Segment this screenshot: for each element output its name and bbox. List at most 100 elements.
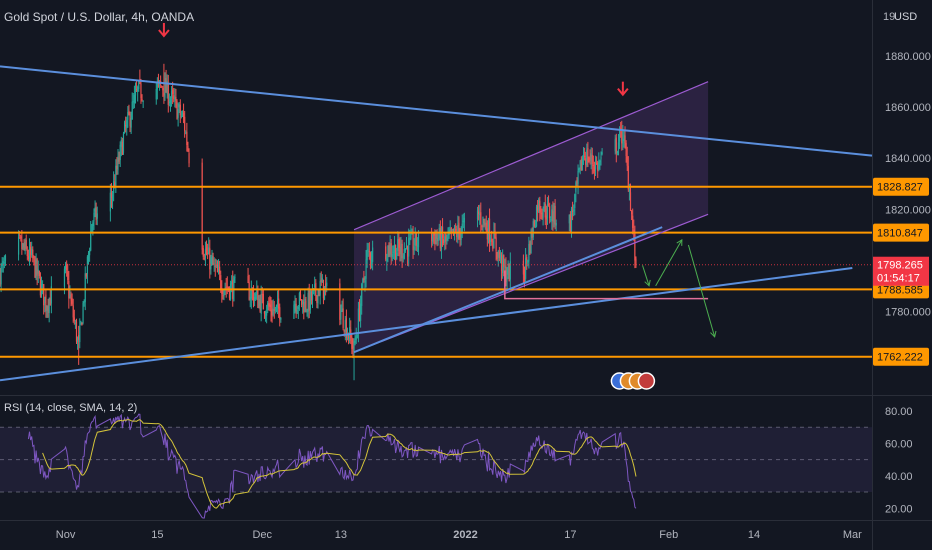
candle-body <box>130 118 132 128</box>
candle-body <box>231 281 233 285</box>
candle-body <box>433 233 435 236</box>
rsi-tick-label: 80.00 <box>885 406 913 418</box>
candle-body <box>50 286 52 304</box>
drawings-layer <box>0 22 873 390</box>
candle-body <box>264 314 267 316</box>
currency-label[interactable]: USD <box>894 11 917 23</box>
level-tag <box>873 347 929 366</box>
candle-body <box>630 211 633 215</box>
candle-body <box>262 293 264 310</box>
candle-body <box>570 209 573 231</box>
candle-body <box>74 322 76 324</box>
candle-body <box>127 112 129 120</box>
time-axis: Nov 15 Dec 13 2022 17 Feb 14 Mar <box>56 529 862 541</box>
candle-body <box>394 244 397 261</box>
candle-body <box>537 205 539 213</box>
candle-body <box>308 290 310 311</box>
candle-body <box>553 204 555 223</box>
candle-body <box>303 301 305 313</box>
candle-body <box>311 291 314 300</box>
candle-body <box>267 302 269 311</box>
candle-body <box>413 246 415 250</box>
candle-body <box>525 257 527 279</box>
candle-body <box>362 278 364 284</box>
candle-body <box>342 308 344 329</box>
candle-body <box>352 346 354 349</box>
candle-body <box>623 134 625 142</box>
rsi-sma-line <box>42 419 637 509</box>
candle-body <box>367 249 369 251</box>
candle-body <box>87 253 90 259</box>
candle-body <box>437 237 439 242</box>
candle-body <box>498 251 500 259</box>
candle-body <box>490 240 492 243</box>
candle-body <box>487 219 490 240</box>
candle-body <box>304 298 306 312</box>
candle-body <box>529 242 531 254</box>
candle-body <box>594 162 597 170</box>
candle-body <box>459 228 461 239</box>
projection-arrow-1-head <box>644 279 651 287</box>
candle-body <box>90 231 92 251</box>
candle-body <box>478 211 480 215</box>
projection-arrow-1 <box>642 265 650 286</box>
candle-body <box>505 265 507 283</box>
candle-body <box>293 304 295 319</box>
candle-body <box>555 223 557 226</box>
candle-body <box>162 88 164 91</box>
projection-arrow-2 <box>655 239 683 287</box>
candle-body <box>169 98 172 103</box>
candle-body <box>275 304 278 307</box>
candle-body <box>226 286 228 288</box>
candle-body <box>625 143 627 157</box>
candles-layer <box>0 63 637 381</box>
candle-body <box>551 209 553 222</box>
candle-body <box>86 256 89 275</box>
candle-body <box>528 243 530 262</box>
candle-body <box>17 236 20 255</box>
candle-body <box>370 259 373 262</box>
candle-body <box>217 268 220 272</box>
candle-body <box>93 212 95 222</box>
candle-body <box>492 241 494 249</box>
candle-body <box>83 301 85 303</box>
candle-body <box>357 308 360 334</box>
candle-body <box>596 163 598 165</box>
candle-body <box>358 307 361 321</box>
candle-body <box>211 258 213 260</box>
candle-body <box>449 229 451 232</box>
candle-body <box>356 334 358 338</box>
candle-body <box>173 95 175 99</box>
candle-body <box>577 170 579 185</box>
candle-body <box>634 233 636 261</box>
candle-body <box>534 225 537 227</box>
level-label: 1788.585 <box>877 284 923 296</box>
candle-body <box>215 265 217 267</box>
candle-body <box>458 222 460 232</box>
candle-body <box>134 91 137 96</box>
candle-body <box>208 247 210 255</box>
candle-body <box>254 297 256 301</box>
candle-body <box>295 303 297 312</box>
candle-body <box>44 296 46 304</box>
candle-body <box>210 257 212 270</box>
candle-body <box>268 303 270 307</box>
candle-body <box>363 277 365 281</box>
candle-body <box>32 249 34 259</box>
candle-body <box>544 203 546 218</box>
channel-upper <box>353 81 709 231</box>
candle-body <box>117 156 119 171</box>
candle-body <box>85 273 87 277</box>
candle-body <box>360 303 362 321</box>
candle-body <box>81 323 83 326</box>
level-tag <box>873 177 929 196</box>
candle-body <box>554 205 556 225</box>
current-price-tag <box>873 256 929 286</box>
candle-body <box>444 236 446 243</box>
price-tick-label: 1880.000 <box>885 51 931 63</box>
candle-body <box>621 130 623 144</box>
candle-body <box>317 290 319 304</box>
candle-body <box>228 287 231 298</box>
candle-body <box>597 162 599 171</box>
